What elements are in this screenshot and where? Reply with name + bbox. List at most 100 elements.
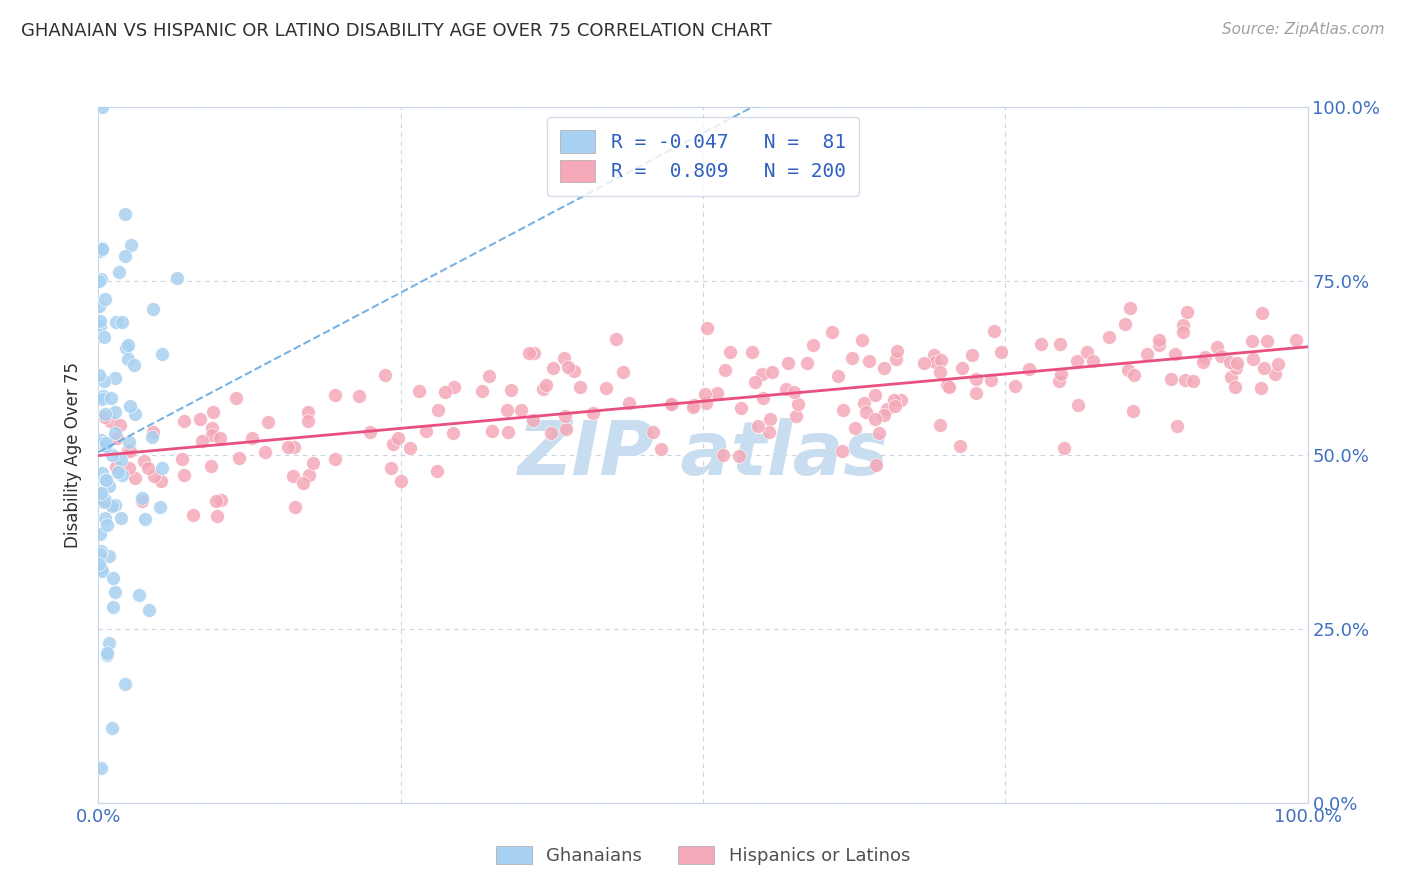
Point [1031, 336, 1053, 351]
Point [107, 465, 129, 479]
Point [852, 395, 875, 409]
Point [873, 360, 896, 375]
Point [173, 414, 195, 428]
Point [650, 442, 672, 457]
Point [209, 493, 232, 508]
Point [758, 412, 780, 426]
Point [1116, 362, 1139, 376]
Point [1174, 373, 1197, 387]
Point [93, 409, 115, 424]
Point [150, 460, 173, 475]
Point [481, 424, 503, 438]
Point [97, 636, 120, 650]
Point [886, 351, 908, 366]
Point [1160, 372, 1182, 386]
Point [408, 384, 430, 398]
Point [1049, 337, 1071, 351]
Point [200, 459, 222, 474]
Point [844, 421, 866, 435]
Point [751, 367, 773, 381]
Point [714, 363, 737, 377]
Point [349, 389, 371, 403]
Point [108, 265, 131, 279]
Point [292, 475, 315, 490]
Point [776, 356, 799, 370]
Point [90, 560, 112, 574]
Point [323, 388, 346, 402]
Point [775, 382, 797, 396]
Point [415, 424, 437, 438]
Point [89, 313, 111, 327]
Point [101, 448, 124, 462]
Point [117, 442, 139, 457]
Point [1119, 301, 1142, 315]
Point [114, 207, 136, 221]
Point [100, 721, 122, 735]
Point [150, 347, 173, 361]
Point [641, 425, 664, 440]
Point [426, 464, 449, 478]
Point [110, 453, 132, 467]
Point [557, 359, 579, 374]
Point [94, 492, 117, 507]
Point [929, 353, 952, 368]
Point [727, 449, 749, 463]
Point [1250, 381, 1272, 395]
Point [659, 397, 682, 411]
Point [595, 381, 617, 395]
Point [1175, 305, 1198, 319]
Point [1149, 338, 1171, 352]
Point [682, 400, 704, 414]
Point [426, 403, 449, 417]
Point [93, 330, 115, 344]
Point [965, 385, 987, 400]
Point [534, 378, 557, 392]
Point [120, 399, 142, 413]
Point [89, 547, 111, 561]
Point [89, 274, 111, 288]
Point [256, 416, 278, 430]
Point [91, 100, 114, 114]
Point [1123, 368, 1146, 383]
Point [1173, 325, 1195, 339]
Point [541, 361, 564, 376]
Point [104, 315, 127, 329]
Point [796, 356, 818, 370]
Point [228, 450, 250, 465]
Point [883, 392, 905, 407]
Point [124, 407, 146, 421]
Point [1149, 333, 1171, 347]
Point [865, 458, 887, 472]
Point [399, 441, 422, 455]
Point [1166, 418, 1188, 433]
Point [1284, 333, 1306, 347]
Point [90, 761, 112, 775]
Point [323, 451, 346, 466]
Point [821, 325, 844, 339]
Point [134, 512, 156, 526]
Point [91, 564, 114, 578]
Point [104, 460, 127, 475]
Point [786, 397, 808, 411]
Point [93, 292, 115, 306]
Point [1163, 347, 1185, 361]
Point [517, 346, 540, 360]
Point [93, 511, 115, 525]
Point [105, 432, 128, 446]
Point [1004, 379, 1026, 393]
Point [1081, 354, 1104, 368]
Point [138, 602, 160, 616]
Point [1226, 355, 1249, 369]
Point [443, 379, 465, 393]
Y-axis label: Disability Age Over 75: Disability Age Over 75 [65, 362, 83, 548]
Point [831, 443, 853, 458]
Point [965, 372, 987, 386]
Point [711, 448, 734, 462]
Point [929, 417, 952, 432]
Point [131, 491, 153, 505]
Point [863, 412, 886, 426]
Point [1136, 347, 1159, 361]
Point [569, 379, 592, 393]
Point [1256, 334, 1278, 349]
Point [952, 360, 974, 375]
